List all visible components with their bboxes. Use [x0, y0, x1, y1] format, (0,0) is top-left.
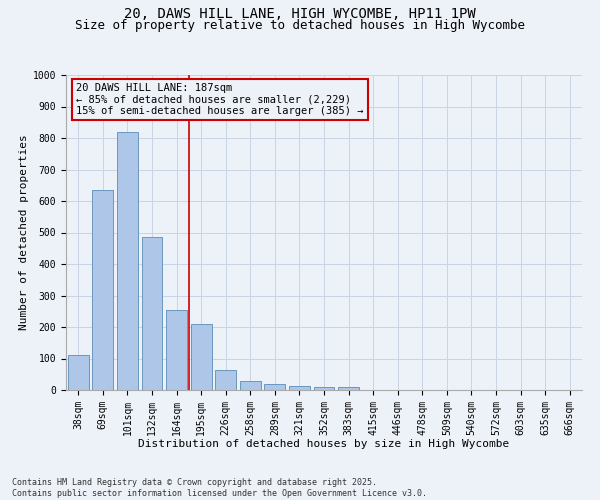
Text: 20, DAWS HILL LANE, HIGH WYCOMBE, HP11 1PW: 20, DAWS HILL LANE, HIGH WYCOMBE, HP11 1…	[124, 8, 476, 22]
Bar	[289, 386, 310, 390]
Text: Contains HM Land Registry data © Crown copyright and database right 2025.
Contai: Contains HM Land Registry data © Crown c…	[12, 478, 427, 498]
Y-axis label: Number of detached properties: Number of detached properties	[19, 134, 29, 330]
Bar	[68, 356, 89, 390]
Bar	[166, 310, 187, 390]
Bar	[338, 387, 359, 390]
Bar	[191, 324, 212, 390]
Bar	[314, 387, 334, 390]
Bar	[142, 237, 163, 390]
Bar	[117, 132, 138, 390]
Text: Size of property relative to detached houses in High Wycombe: Size of property relative to detached ho…	[75, 19, 525, 32]
Bar	[240, 382, 261, 390]
Bar	[215, 370, 236, 390]
Bar	[92, 190, 113, 390]
Text: 20 DAWS HILL LANE: 187sqm
← 85% of detached houses are smaller (2,229)
15% of se: 20 DAWS HILL LANE: 187sqm ← 85% of detac…	[76, 83, 364, 116]
Bar	[265, 384, 286, 390]
X-axis label: Distribution of detached houses by size in High Wycombe: Distribution of detached houses by size …	[139, 439, 509, 449]
